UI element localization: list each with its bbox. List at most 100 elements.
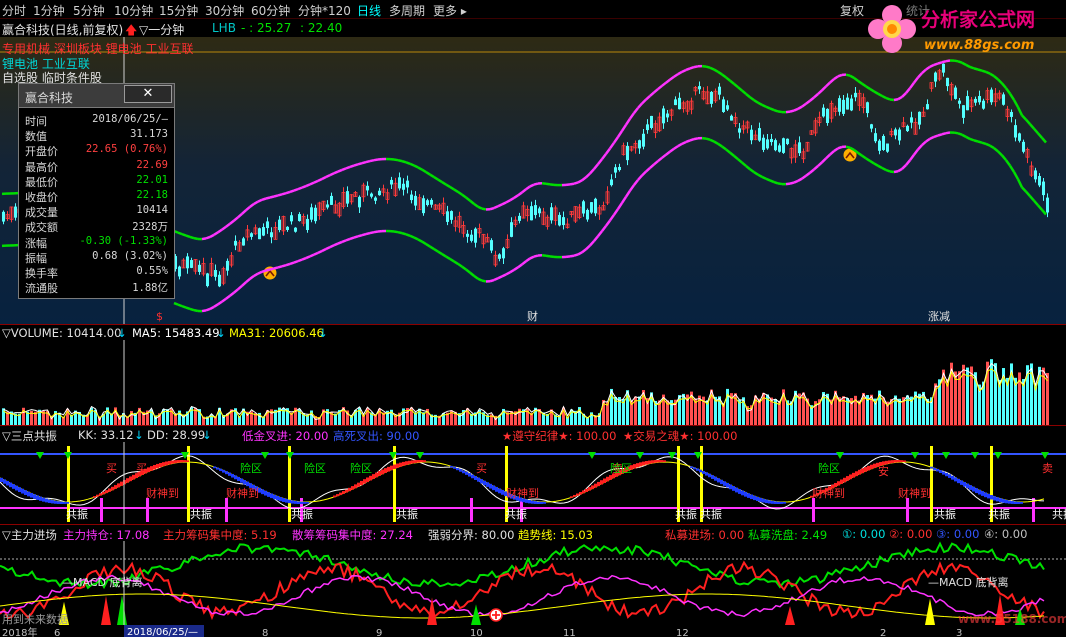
volume-bar — [886, 401, 889, 425]
candle — [9, 206, 14, 223]
resonance-fill-bar — [6, 480, 9, 486]
volume-bar — [510, 411, 513, 425]
resonance-fill-bar — [462, 470, 465, 474]
band-lower-segment — [361, 232, 367, 237]
volume-bar — [178, 410, 181, 425]
tf-5min[interactable]: 5分钟 — [73, 4, 105, 18]
resonance-fill-bar — [42, 497, 45, 502]
tf-1min[interactable]: 1分钟 — [33, 4, 65, 18]
volume-bar — [994, 363, 997, 425]
band-upper-segment — [749, 96, 755, 102]
volume-bar — [378, 408, 381, 425]
volume-bar — [346, 410, 349, 425]
candle — [817, 111, 822, 127]
resonance-fill-bar — [639, 462, 642, 467]
band-upper-segment — [601, 153, 607, 160]
resonance-tag: 买 — [106, 462, 117, 475]
band-lower-segment — [481, 279, 487, 283]
price-chart[interactable]: $ 财 涨减 — [0, 37, 1066, 324]
tf-60min[interactable]: 60分钟 — [251, 4, 291, 18]
info-window[interactable]: 赢合科技 ✕ 时间 2018/06/25/— 数值 31.173 开盘价 22.65 (0… — [18, 83, 175, 299]
volume-bar — [410, 407, 413, 425]
resonance-fill-bar — [999, 498, 1002, 503]
resonance-fill-bar — [645, 461, 648, 465]
resonance-fill-bar — [378, 471, 381, 476]
volume-bar — [142, 411, 145, 425]
band-lower-segment — [457, 262, 463, 268]
volume-bar — [674, 399, 677, 425]
candle — [590, 201, 593, 214]
restore-button[interactable]: 复权 — [840, 4, 865, 18]
tf-daily[interactable]: 日线 — [357, 4, 382, 18]
resonance-tag: 险区 — [304, 461, 326, 475]
band-upper-segment — [737, 86, 743, 92]
resonance-fill-bar — [354, 484, 357, 489]
band-upper-segment — [329, 172, 335, 177]
volume-bar — [702, 396, 705, 425]
volume-bar — [222, 414, 225, 425]
up-arrow-icon: 🡅 — [125, 23, 138, 37]
resonance-tag: 财神到 — [226, 486, 259, 500]
mainforce-chart[interactable]: —MACD 底背离 —MACD 底背离 www.55188.com 用到未来数据 — [0, 541, 1066, 625]
band-upper-segment — [877, 92, 883, 98]
band-upper-segment — [889, 98, 895, 102]
band-upper-segment — [608, 142, 616, 150]
candle — [353, 191, 358, 197]
volume-bar — [2, 408, 5, 425]
candle — [270, 227, 273, 244]
tf-15min[interactable]: 15分钟 — [159, 4, 199, 18]
tf-30min[interactable]: 30分钟 — [205, 4, 245, 18]
band-lower-segment — [981, 141, 987, 146]
volume-bar — [950, 362, 953, 425]
volume-bar — [202, 416, 205, 425]
tf-120min[interactable]: 分钟*120 — [298, 4, 351, 18]
info-window-header[interactable]: 赢合科技 ✕ — [19, 84, 174, 108]
band-lower-segment — [489, 278, 495, 283]
volume-bar — [622, 399, 625, 425]
band-lower-segment — [649, 163, 655, 169]
resonance-fill-bar — [0, 477, 3, 482]
candle — [174, 253, 177, 272]
tf-more[interactable]: 更多 ▸ — [433, 4, 467, 18]
resonance-chart[interactable]: 买买买卖卖共振共振共振共振共振共振共振共振共振共振财神到财神到财神到财神到财神到… — [0, 442, 1066, 524]
volume-chart[interactable] — [0, 340, 1066, 425]
tf-10min[interactable]: 10分钟 — [114, 4, 154, 18]
tf-intraday[interactable]: 分时 — [2, 4, 27, 18]
candle — [954, 85, 957, 100]
candle — [226, 258, 229, 276]
tf-multi[interactable]: 多周期 — [389, 4, 426, 18]
volume-bar — [166, 409, 169, 425]
mainforce-entry: 私募洗盘: 2.49 — [748, 528, 828, 542]
close-icon[interactable]: ✕ — [124, 85, 172, 103]
resonance-fill-bar — [747, 493, 750, 498]
band-lower-segment — [845, 145, 851, 149]
volume-bar — [882, 397, 885, 425]
volume-bar — [258, 412, 261, 425]
band-lower-segment — [437, 250, 443, 256]
volume-bar — [174, 413, 177, 425]
info-row-label: 最低价 — [25, 175, 58, 189]
candle — [518, 212, 521, 224]
resonance-signal-bar — [505, 446, 508, 522]
band-upper-segment — [333, 170, 339, 175]
candle — [530, 201, 533, 221]
volume-bar — [934, 383, 937, 425]
resonance-fill-bar — [624, 467, 627, 473]
stats-button[interactable]: 统计 — [906, 4, 931, 18]
resonance-fill-bar — [531, 500, 534, 504]
info-row: 换手率 0.55% — [19, 264, 174, 280]
period-selector[interactable]: ▽一分钟 — [139, 23, 185, 37]
volume-bar — [730, 393, 733, 425]
candle — [410, 190, 413, 204]
resonance-entry: 低金叉进: 20.00 — [242, 429, 329, 443]
mainforce-spike — [117, 595, 127, 625]
resonance-entry: 高死叉出: 90.00 — [333, 429, 420, 443]
volume-bar — [150, 409, 153, 425]
resonance-fill-bar — [117, 483, 120, 488]
band-upper-segment — [729, 79, 735, 85]
volume-bar — [406, 408, 409, 425]
volume-bar — [1022, 379, 1025, 425]
marker-holding-change: 涨减 — [928, 310, 950, 323]
candle — [610, 174, 613, 187]
candle — [1005, 105, 1010, 122]
